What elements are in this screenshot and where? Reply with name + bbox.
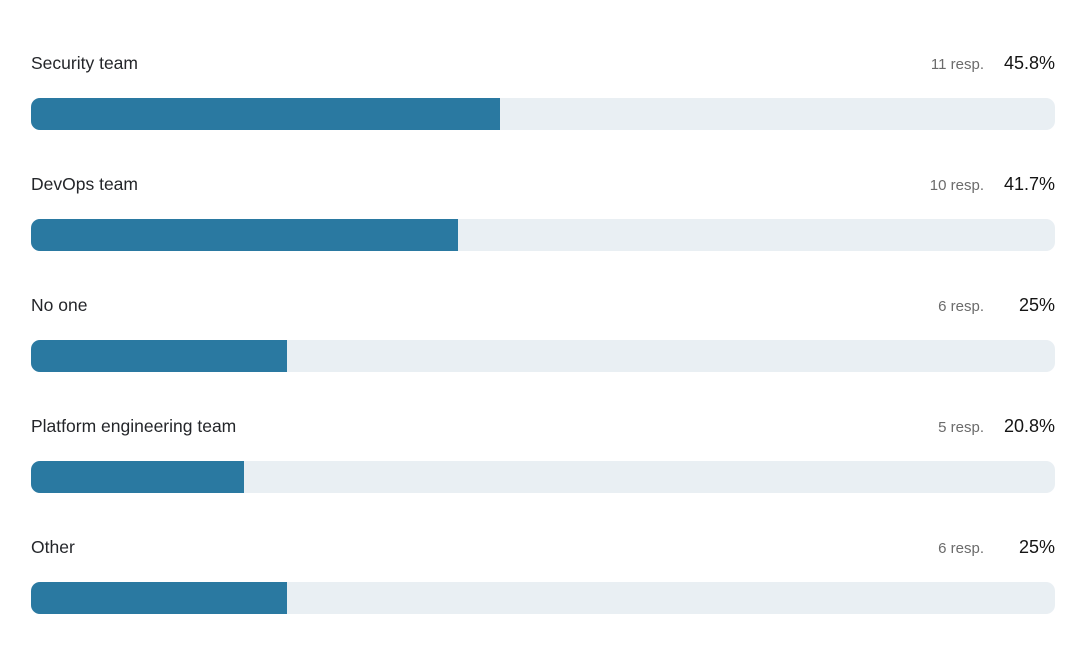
row-header: Security team 11 resp. 45.8% [31,51,1055,75]
category-label: No one [31,295,88,315]
chart-row-platform-engineering-team: Platform engineering team 5 resp. 20.8% [31,414,1055,493]
response-count: 6 resp. [938,540,984,557]
row-stats: 11 resp. 45.8% [931,53,1055,74]
bar-track [31,98,1055,130]
percent-value: 25% [1018,537,1055,557]
percent-value: 45.8% [1003,53,1055,73]
row-stats: 6 resp. 25% [938,537,1055,558]
percent-value: 41.7% [1003,174,1055,194]
category-label: DevOps team [31,174,138,194]
row-header: Other 6 resp. 25% [31,535,1055,559]
survey-bar-chart: Security team 11 resp. 45.8% DevOps team… [31,51,1055,614]
bar-fill [31,98,500,130]
row-header: No one 6 resp. 25% [31,293,1055,317]
bar-fill [31,219,458,251]
row-header: DevOps team 10 resp. 41.7% [31,172,1055,196]
chart-row-devops-team: DevOps team 10 resp. 41.7% [31,172,1055,251]
bar-fill [31,461,244,493]
row-stats: 10 resp. 41.7% [930,174,1055,195]
chart-row-security-team: Security team 11 resp. 45.8% [31,51,1055,130]
response-count: 5 resp. [938,419,984,436]
bar-track [31,461,1055,493]
category-label: Platform engineering team [31,416,237,436]
bar-fill [31,582,287,614]
percent-value: 25% [1018,295,1055,315]
chart-row-other: Other 6 resp. 25% [31,535,1055,614]
category-label: Other [31,537,75,557]
row-stats: 6 resp. 25% [938,295,1055,316]
bar-track [31,340,1055,372]
percent-value: 20.8% [1003,416,1055,436]
chart-row-no-one: No one 6 resp. 25% [31,293,1055,372]
response-count: 11 resp. [930,56,984,73]
category-label: Security team [31,53,138,73]
response-count: 6 resp. [938,298,984,315]
bar-track [31,219,1055,251]
row-stats: 5 resp. 20.8% [938,416,1055,437]
bar-fill [31,340,287,372]
row-header: Platform engineering team 5 resp. 20.8% [31,414,1055,438]
bar-track [31,582,1055,614]
response-count: 10 resp. [929,177,984,194]
